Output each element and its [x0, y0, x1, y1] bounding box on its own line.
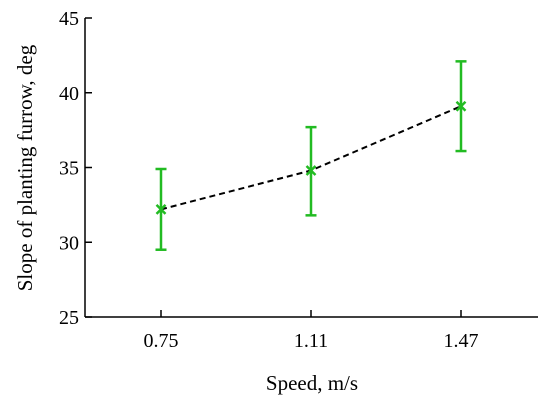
- x-axis-label: Speed, m/s: [266, 371, 358, 395]
- y-tick-label: 45: [59, 8, 79, 30]
- y-axis-label: Slope of planting furrow, deg: [13, 44, 37, 291]
- x-tick-label: 0.75: [144, 330, 179, 352]
- y-tick-label: 25: [59, 307, 79, 329]
- data-point-marker: [155, 203, 167, 215]
- y-ticks: 25 30 35 40 45: [59, 8, 92, 329]
- x-tick-label: 1.47: [444, 330, 479, 352]
- y-tick-label: 30: [59, 232, 79, 254]
- data-point-marker: [455, 100, 467, 112]
- data-point-marker: [305, 165, 317, 176]
- y-tick-label: 40: [59, 83, 79, 105]
- x-tick-label: 1.11: [294, 330, 328, 352]
- series-group: [155, 60, 467, 251]
- y-tick-label: 35: [59, 158, 79, 180]
- x-ticks: 0.75 1.11 1.47: [144, 310, 479, 352]
